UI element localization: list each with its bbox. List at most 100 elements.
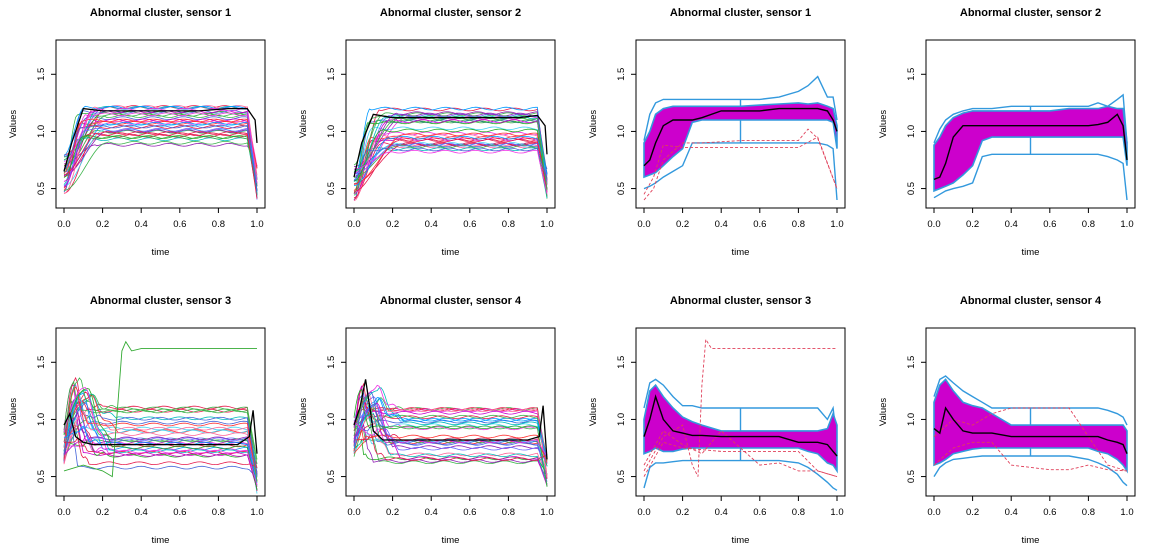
series-line: [63, 410, 258, 454]
x-axis-label: time: [442, 247, 460, 258]
series-line: [63, 109, 258, 199]
outlier-curve: [643, 128, 838, 201]
upper-fence: [643, 378, 838, 443]
x-tick-label: 0.2: [676, 219, 689, 230]
series-line: [353, 147, 548, 181]
x-tick-label: 0.6: [173, 507, 186, 518]
chart-panel-2: Abnormal cluster, sensor 2 0.0 0.2 0.4 0.6 0.…: [298, 7, 556, 258]
x-tick-label: 0.2: [386, 507, 399, 518]
x-tick-label: 0.6: [753, 219, 766, 230]
series-line: [353, 119, 548, 194]
y-tick-label: 0.5: [36, 182, 47, 195]
y-tick-label: 0.5: [326, 182, 337, 195]
x-tick-label: 0.4: [425, 507, 438, 518]
series-line: [63, 377, 258, 482]
series-line: [63, 391, 258, 476]
chart-panel-8: Abnormal cluster, sensor 4 0.0 0.2 0.4 0.6 0.…: [878, 295, 1136, 546]
series-line: [63, 439, 258, 481]
x-tick-label: 1.0: [540, 507, 553, 518]
series-line: [63, 107, 258, 183]
x-tick-label: 0.4: [135, 507, 148, 518]
series-line: [63, 107, 258, 172]
y-axis-label: Values: [878, 398, 889, 427]
x-axis-label: time: [732, 535, 750, 546]
chart-panel-3: Abnormal cluster, sensor 1 0.0 0.2 0.4 0.6 0.…: [588, 7, 846, 258]
y-tick-label: 1.0: [36, 413, 47, 426]
series-line: [353, 382, 548, 476]
y-axis-label: Values: [8, 398, 19, 427]
x-tick-label: 0.4: [1005, 219, 1018, 230]
x-tick-label: 1.0: [1120, 507, 1133, 518]
upper-fence: [643, 75, 838, 141]
x-tick-label: 1.0: [250, 219, 263, 230]
series-line: [353, 113, 548, 178]
series-line: [353, 420, 548, 457]
x-tick-label: 0.8: [1082, 219, 1095, 230]
central-band: [933, 105, 1128, 193]
series-line: [63, 142, 258, 167]
series-line: [63, 131, 258, 199]
chart-title: Abnormal cluster, sensor 4: [380, 295, 522, 307]
x-tick-label: 1.0: [540, 219, 553, 230]
plot-area: [933, 93, 1128, 201]
x-tick-label: 1.0: [830, 219, 843, 230]
x-tick-label: 0.8: [502, 507, 515, 518]
y-axis-label: Values: [588, 110, 599, 139]
x-axis-label: time: [152, 535, 170, 546]
plot-frame: [925, 327, 1136, 497]
plot-area: [643, 75, 838, 201]
x-tick-label: 0.2: [386, 219, 399, 230]
x-tick-label: 0.4: [425, 219, 438, 230]
x-tick-label: 0.4: [715, 507, 728, 518]
x-tick-label: 0.2: [966, 507, 979, 518]
plot-frame: [55, 39, 266, 209]
y-tick-label: 1.0: [906, 125, 917, 138]
plot-frame: [635, 327, 846, 497]
series-line: [353, 396, 548, 465]
series-line: [63, 387, 258, 491]
series-line: [353, 138, 548, 193]
chart-title: Abnormal cluster, sensor 3: [90, 295, 231, 307]
lower-fence: [643, 459, 838, 491]
y-axis-label: Values: [8, 110, 19, 139]
series-line: [353, 126, 548, 196]
x-tick-label: 0.6: [1043, 507, 1056, 518]
series-line: [63, 397, 258, 487]
x-axis-label: time: [1022, 247, 1040, 258]
x-tick-label: 0.8: [792, 507, 805, 518]
series-line: [63, 436, 258, 468]
x-tick-label: 1.0: [1120, 219, 1133, 230]
y-tick-label: 1.0: [616, 125, 627, 138]
y-tick-label: 1.5: [36, 356, 47, 369]
median-curve: [643, 394, 838, 457]
chart-title: Abnormal cluster, sensor 2: [380, 7, 521, 19]
plot-frame: [345, 327, 556, 497]
x-tick-label: 0.0: [637, 219, 650, 230]
series-line: [353, 400, 548, 479]
plot-frame: [635, 39, 846, 209]
upper-fence: [933, 375, 1128, 426]
series-line: [63, 127, 258, 187]
chart-title: Abnormal cluster, sensor 1: [670, 7, 811, 19]
x-tick-label: 0.0: [57, 507, 70, 518]
outlier-curve: [643, 136, 838, 195]
series-line: [353, 423, 548, 479]
series-line: [63, 135, 258, 187]
x-tick-label: 1.0: [250, 507, 263, 518]
y-tick-label: 0.5: [616, 470, 627, 483]
outlier-curve: [643, 338, 837, 477]
x-tick-label: 0.8: [212, 219, 225, 230]
outlier-curve: [933, 407, 1128, 472]
y-tick-label: 1.0: [906, 413, 917, 426]
series-line: [63, 410, 258, 474]
y-tick-label: 1.0: [326, 125, 337, 138]
outlier-curve: [643, 430, 838, 478]
median-curve: [643, 107, 838, 167]
series-line: [63, 411, 258, 472]
series-line: [353, 395, 548, 487]
series-line: [353, 404, 548, 463]
x-tick-label: 0.0: [347, 507, 360, 518]
chart-panel-5: Abnormal cluster, sensor 3 0.0 0.2 0.4 0.6 0.…: [8, 295, 266, 546]
y-tick-label: 0.5: [906, 470, 917, 483]
